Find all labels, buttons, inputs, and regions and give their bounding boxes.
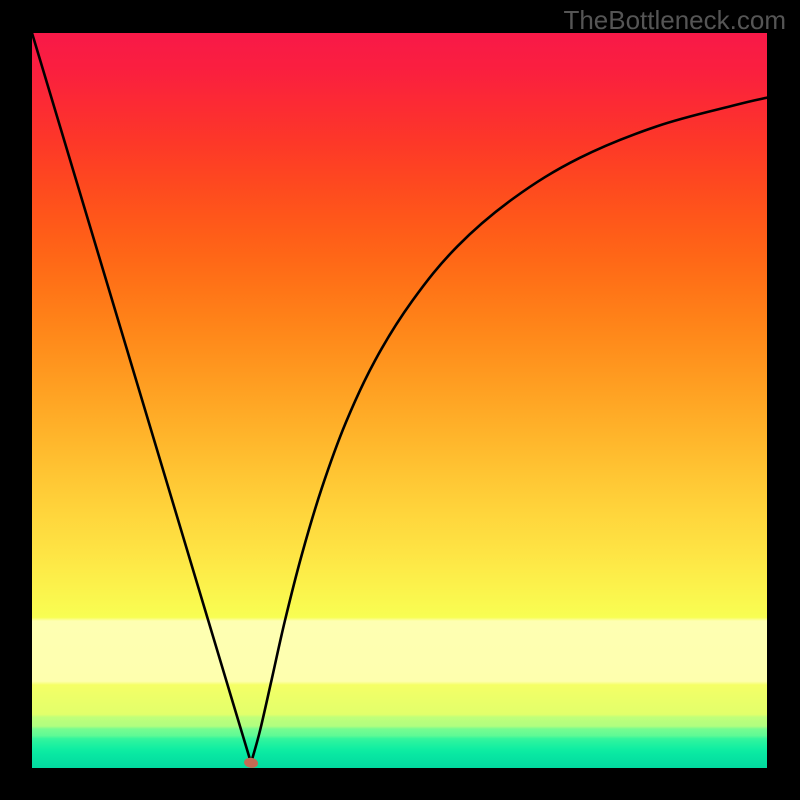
curve-layer (32, 33, 767, 768)
chart-frame: TheBottleneck.com (0, 0, 800, 800)
watermark-text: TheBottleneck.com (563, 5, 786, 36)
plot-area (32, 33, 767, 768)
curve-right-branch (251, 98, 767, 763)
curve-left-branch (32, 33, 251, 763)
minimum-marker (243, 757, 258, 768)
